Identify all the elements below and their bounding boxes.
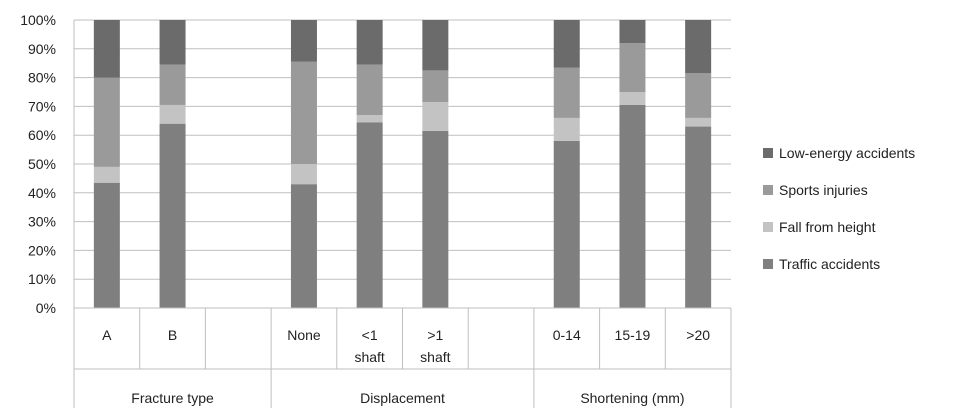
bar-segment xyxy=(422,130,449,308)
bar-segment xyxy=(422,70,449,103)
x-group-label: Displacement xyxy=(360,390,445,406)
bar-segment xyxy=(159,104,186,124)
legend-label: Low-energy accidents xyxy=(779,145,915,161)
y-tick-label: 70% xyxy=(28,98,56,114)
legend-swatch xyxy=(763,259,773,269)
bar-segment xyxy=(290,164,317,185)
x-category-label: A xyxy=(102,327,112,343)
y-tick-label: 30% xyxy=(28,214,56,230)
y-tick-label: 10% xyxy=(28,271,56,287)
bar-segment xyxy=(619,104,646,309)
bar-segment xyxy=(93,20,120,78)
legend-swatch xyxy=(763,222,773,232)
bar-segment xyxy=(159,123,186,309)
y-tick-label: 0% xyxy=(36,300,56,316)
bar-segment xyxy=(685,73,712,118)
bar-segment xyxy=(619,92,646,105)
y-tick-label: 50% xyxy=(28,156,56,172)
bar-segment xyxy=(356,64,383,116)
bar-segment xyxy=(422,102,449,131)
y-tick-label: 90% xyxy=(28,41,56,57)
x-axis: A B None <1 shaft >1 shaft 0-14 15-19 >20 Fracture… xyxy=(73,307,732,408)
bar-segment xyxy=(553,20,580,68)
bar-segment xyxy=(159,64,186,105)
y-tick-label: 100% xyxy=(20,12,56,28)
bars xyxy=(93,20,712,309)
legend-swatch xyxy=(763,148,773,158)
bar-segment xyxy=(553,140,580,308)
bar-segment xyxy=(422,20,449,71)
x-category-label: <1 shaft xyxy=(354,327,384,365)
bar-segment xyxy=(290,61,317,165)
legend-label: Traffic accidents xyxy=(779,256,880,272)
x-category-label: 0-14 xyxy=(553,327,581,343)
bar-segment xyxy=(553,67,580,118)
x-group-label: Fracture type xyxy=(131,390,214,406)
bar-segment xyxy=(685,117,712,127)
legend-swatch xyxy=(763,185,773,195)
bar-segment xyxy=(290,184,317,308)
y-tick-label: 20% xyxy=(28,242,56,258)
bar-segment xyxy=(685,126,712,308)
bar-segment xyxy=(685,20,712,74)
x-category-label: None xyxy=(287,327,321,343)
bar-segment xyxy=(93,77,120,167)
bar-segment xyxy=(93,166,120,183)
x-category-label: >20 xyxy=(686,327,710,343)
x-group-label: Shortening (mm) xyxy=(580,390,684,406)
bar-segment xyxy=(619,20,646,44)
bar-segment xyxy=(356,122,383,309)
bar-segment xyxy=(356,115,383,123)
x-category-label: >1 shaft xyxy=(420,327,450,365)
x-category-label: B xyxy=(168,327,177,343)
bar-segment xyxy=(619,43,646,92)
bar-segment xyxy=(290,20,317,62)
legend-label: Sports injuries xyxy=(779,182,868,198)
bar-segment xyxy=(356,20,383,65)
bar-segment xyxy=(93,182,120,308)
y-tick-label: 60% xyxy=(28,127,56,143)
legend: Low-energy accidents Sports injuries Fall … xyxy=(763,145,915,272)
bar-segment xyxy=(159,20,186,65)
y-axis-tick-labels: 0% 10% 20% 30% 40% 50% 60% 70% 80% 90% 100% xyxy=(20,12,56,316)
y-tick-label: 40% xyxy=(28,185,56,201)
legend-label: Fall from height xyxy=(779,219,876,235)
x-category-label: 15-19 xyxy=(615,327,651,343)
y-tick-label: 80% xyxy=(28,70,56,86)
bar-segment xyxy=(553,117,580,141)
